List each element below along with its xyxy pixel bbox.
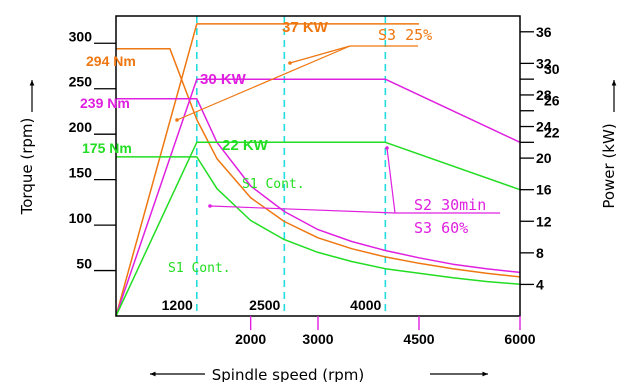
x-bottom-tick-label-2000: 2000: [235, 331, 266, 347]
x-top-tick-label-4000: 4000: [350, 297, 381, 313]
y-left-tick-label-300: 300: [69, 28, 93, 44]
y-left-tick-label-100: 100: [69, 210, 93, 226]
y-right-tick-label-24: 24: [536, 119, 552, 135]
y-right-tick-label-4: 4: [536, 276, 544, 292]
series-line-power-1: [115, 23, 419, 317]
y-left-axis-title: Torque (rpm): [18, 118, 36, 216]
x-top-tick-label-1200: 1200: [162, 297, 193, 313]
leader-dot-s2: [208, 204, 212, 208]
annotation-label-10: S1 Cont.: [168, 261, 231, 276]
y-right-tick-label-16: 16: [536, 182, 552, 198]
annotation-label-7: S2 30min: [414, 196, 486, 214]
annotation-label-4: 30 KW: [200, 71, 247, 88]
series-line-torque-4: [116, 156, 521, 285]
annotation-label-3: 37 KW: [282, 19, 329, 36]
y-right-tick-label-32: 32: [536, 55, 552, 71]
x-bottom-tick-label-3000: 3000: [302, 331, 333, 347]
torque-axis-arrow-head: [29, 80, 35, 86]
leader-dot-s3: [288, 61, 292, 65]
power-axis-arrow-head: [611, 80, 617, 86]
speed-axis-arrow-left-head: [150, 371, 156, 377]
y-left-tick-label-250: 250: [69, 74, 93, 90]
series-line-torque-2: [116, 97, 521, 274]
series-line-power-3: [115, 78, 521, 317]
y-left-tick-label-200: 200: [69, 119, 93, 135]
y-right-tick-label-28: 28: [536, 87, 552, 103]
y-right-tick-label-36: 36: [536, 24, 552, 40]
y-right-tick-label-12: 12: [536, 213, 552, 229]
speed-axis-arrow-right-head: [482, 371, 488, 377]
x-top-tick-label-2500: 2500: [249, 297, 280, 313]
annotation-label-0: 294 Nm: [86, 53, 136, 69]
y-right-tick-label-22: 22: [544, 124, 560, 140]
leader-dot-s3-b: [175, 118, 179, 122]
x-bottom-tick-label-4500: 4500: [403, 331, 434, 347]
annotation-label-8: S3 60%: [414, 219, 468, 237]
y-right-tick-label-26: 26: [544, 93, 560, 109]
annotation-label-5: 22 KW: [222, 137, 269, 154]
leader-s3-25-b: [176, 45, 351, 121]
x-axis-title: Spindle speed (rpm): [212, 366, 365, 382]
annotation-label-1: 239 Nm: [80, 95, 130, 111]
y-right-axis-title: Power (kW): [600, 123, 618, 208]
annotation-label-6: S3 25%: [378, 26, 432, 44]
y-right-tick-label-30: 30: [544, 61, 560, 77]
y-right-tick-label-8: 8: [536, 245, 544, 261]
y-right-tick-label-20: 20: [536, 150, 552, 166]
leader-dot-s2-b: [385, 146, 389, 150]
leader-s2-a: [209, 205, 396, 214]
leader-s3-25-a: [289, 45, 351, 64]
annotation-label-9: S1 Cont.: [242, 177, 305, 192]
y-left-tick-label-150: 150: [69, 165, 93, 181]
leader-s2-b: [386, 147, 396, 214]
series-line-power-5: [115, 141, 521, 317]
x-bottom-tick-label-6000: 6000: [504, 331, 535, 347]
annotation-label-2: 175 Nm: [82, 140, 132, 156]
y-left-tick-label-50: 50: [76, 256, 92, 272]
series-line-torque-0: [116, 47, 521, 278]
